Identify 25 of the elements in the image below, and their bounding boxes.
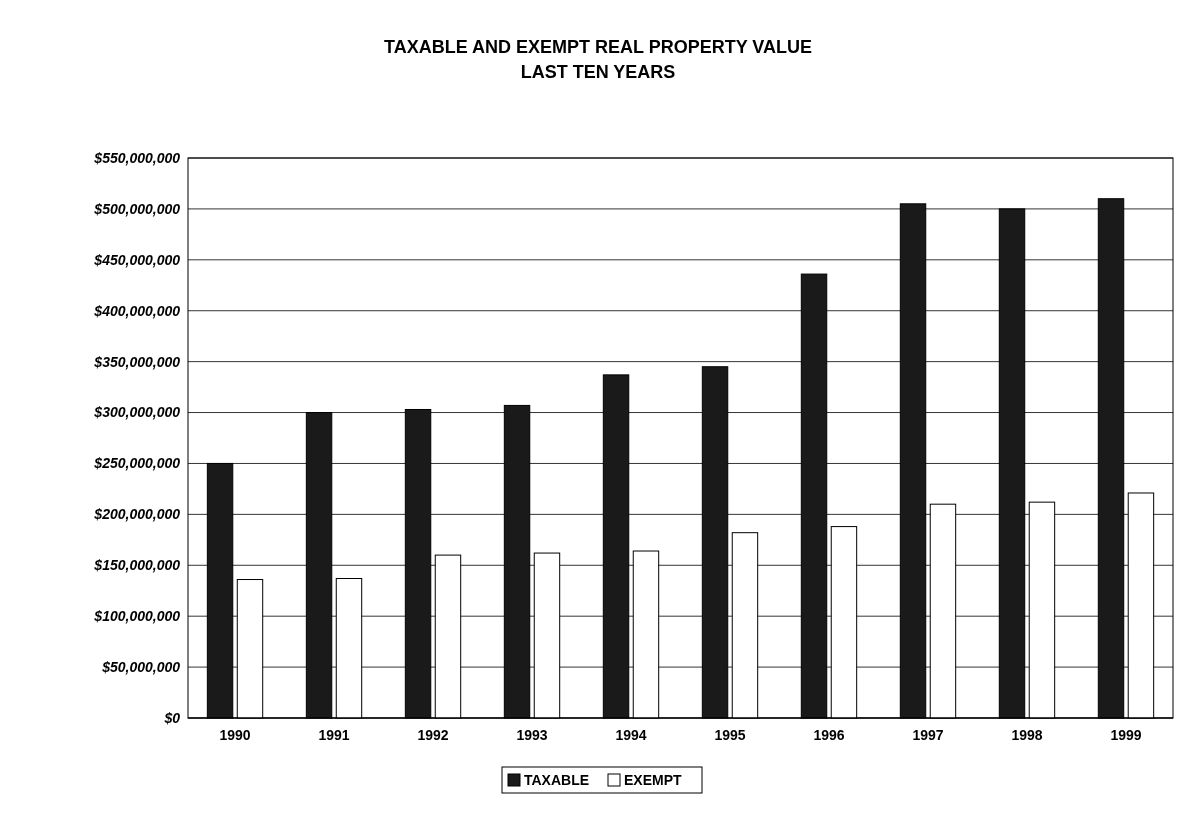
x-tick-label: 1999 xyxy=(1110,727,1142,743)
legend-label: EXEMPT xyxy=(624,772,683,788)
y-tick-label: $450,000,000 xyxy=(93,251,181,268)
x-tick-label: 1992 xyxy=(417,727,449,743)
y-tick-label: $100,000,000 xyxy=(93,608,181,625)
x-tick-label: 1995 xyxy=(714,727,746,743)
y-tick-label: $150,000,000 xyxy=(93,557,181,574)
x-tick-label: 1991 xyxy=(318,727,350,743)
x-tick-label: 1996 xyxy=(813,727,845,743)
y-tick-label: $50,000,000 xyxy=(101,658,181,675)
legend-label: TAXABLE xyxy=(524,772,590,788)
y-tick-label: $550,000,000 xyxy=(93,149,181,166)
x-tick-label: 1994 xyxy=(615,727,647,743)
y-tick-label: $400,000,000 xyxy=(93,302,181,319)
x-tick-label: 1997 xyxy=(912,727,944,743)
y-tick-label: $300,000,000 xyxy=(93,404,181,421)
y-tick-label: $200,000,000 xyxy=(93,506,181,523)
x-tick-label: 1993 xyxy=(516,727,548,743)
x-tick-label: 1998 xyxy=(1011,727,1043,743)
x-tick-label: 1990 xyxy=(219,727,251,743)
y-tick-label: $350,000,000 xyxy=(93,353,181,370)
y-tick-label: $250,000,000 xyxy=(93,455,181,472)
y-tick-label: $500,000,000 xyxy=(93,200,181,217)
chart-title: TAXABLE AND EXEMPT REAL PROPERTY VALUE LAST TEN YEARS xyxy=(383,37,813,82)
y-tick-label: $0 xyxy=(163,709,181,726)
